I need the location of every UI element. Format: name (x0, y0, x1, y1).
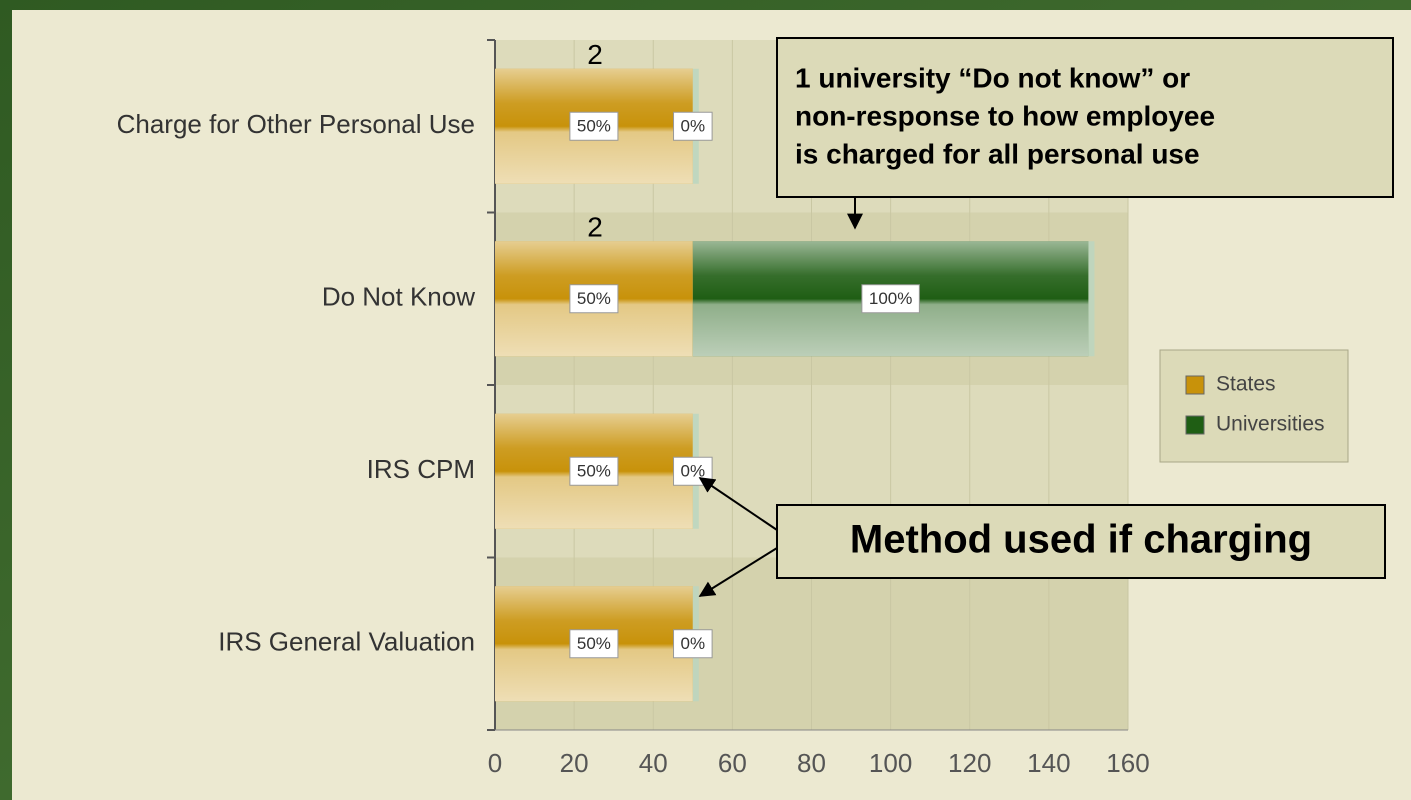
x-tick-label: 20 (560, 748, 589, 778)
value-label: 50% (569, 629, 619, 659)
callout-box (776, 37, 1394, 198)
value-label-text: 0% (681, 117, 706, 136)
value-label-text: 0% (681, 462, 706, 481)
legend-label: States (1216, 373, 1276, 396)
value-label-text: 50% (577, 462, 611, 481)
category-label: IRS CPM (367, 454, 475, 484)
legend-swatch (1185, 415, 1205, 435)
value-label-text: 50% (577, 289, 611, 308)
x-tick-label: 40 (639, 748, 668, 778)
bar-edge (1088, 241, 1095, 357)
x-tick-label: 160 (1106, 748, 1149, 778)
value-label: 0% (673, 629, 713, 659)
x-tick-label: 80 (797, 748, 826, 778)
x-tick-label: 60 (718, 748, 747, 778)
annotation: 2 (587, 39, 603, 70)
value-label-box (569, 284, 619, 314)
legend-label: Universities (1216, 413, 1325, 436)
value-label-box (861, 284, 920, 314)
value-label-box (673, 111, 713, 141)
value-label: 50% (569, 111, 619, 141)
callout-line: non-response to how employee (795, 100, 1215, 131)
callout-line: 1 university “Do not know” or (795, 62, 1190, 93)
callout-line: is charged for all personal use (795, 138, 1200, 169)
method-box (776, 504, 1386, 579)
value-label-text: 50% (577, 634, 611, 653)
legend-swatch (1185, 375, 1205, 395)
category-label: Do Not Know (322, 282, 475, 312)
value-label-box (569, 629, 619, 659)
legend-box (1159, 349, 1349, 463)
value-label: 0% (673, 456, 713, 486)
x-tick-label: 0 (488, 748, 502, 778)
x-tick-label: 120 (948, 748, 991, 778)
value-label-text: 0% (681, 634, 706, 653)
value-label-text: 100% (869, 289, 912, 308)
x-tick-label: 140 (1027, 748, 1070, 778)
value-label: 50% (569, 456, 619, 486)
method-note: Method used if charging (850, 518, 1312, 562)
category-label: IRS General Valuation (218, 627, 475, 657)
annotation: 2 (587, 212, 603, 243)
value-label-box (569, 111, 619, 141)
x-tick-label: 100 (869, 748, 912, 778)
value-label-box (673, 629, 713, 659)
value-label-box (569, 456, 619, 486)
category-label: Charge for Other Personal Use (117, 109, 475, 139)
value-label-text: 50% (577, 117, 611, 136)
value-label: 0% (673, 111, 713, 141)
method-arrow (698, 547, 778, 597)
value-label: 50% (569, 284, 619, 314)
value-label: 100% (861, 284, 920, 314)
method-arrow (698, 477, 778, 531)
